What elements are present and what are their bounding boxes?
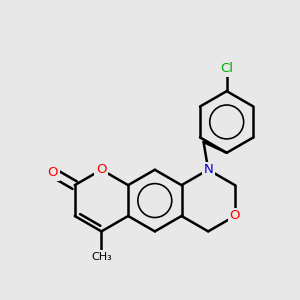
Text: N: N	[203, 163, 213, 176]
Text: O: O	[48, 166, 58, 179]
Text: O: O	[96, 163, 107, 176]
Text: CH₃: CH₃	[91, 252, 112, 262]
Text: Cl: Cl	[220, 62, 233, 76]
Text: O: O	[230, 209, 240, 223]
